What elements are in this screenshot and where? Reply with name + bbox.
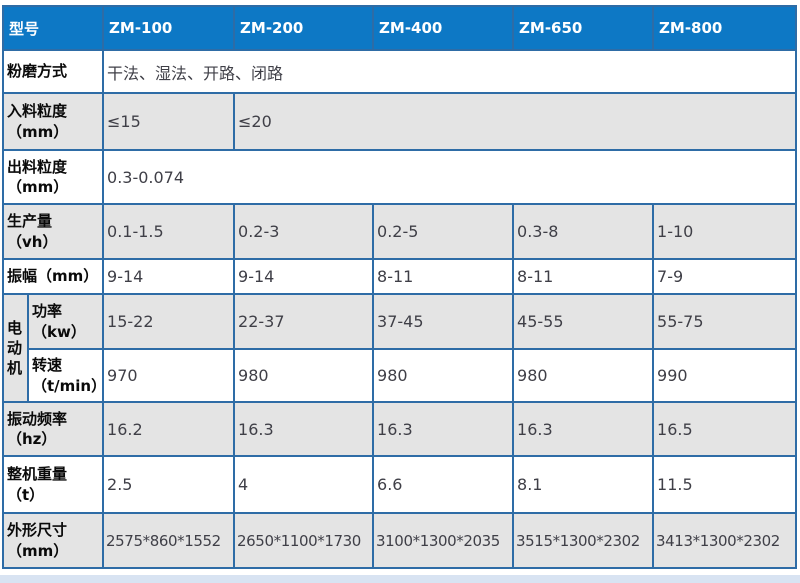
header-model-label: 型号 — [1, 5, 105, 51]
value-cell: 55-75 — [652, 293, 798, 350]
value-cell: 6.6 — [372, 455, 515, 514]
value-cell: 8-11 — [372, 258, 515, 295]
value-cell: 2575*860*1552 — [102, 512, 236, 569]
spec-page: 型号 ZM-100 ZM-200 ZM-400 ZM-650 ZM-800 粉磨… — [0, 5, 800, 583]
header-row: 型号 ZM-100 ZM-200 ZM-400 ZM-650 ZM-800 — [1, 5, 798, 51]
value-cell: 45-55 — [512, 293, 655, 350]
value-cell: 8.1 — [512, 455, 655, 514]
value-cell: 0.3-0.074 — [102, 149, 798, 205]
value-cell: 9-14 — [102, 258, 236, 295]
value-cell: 3413*1300*2302 — [652, 512, 798, 569]
value-cell: 37-45 — [372, 293, 515, 350]
value-cell: 970 — [102, 348, 236, 403]
row-feed-size: 入料粒度 （mm） ≤15 ≤20 — [1, 92, 798, 151]
row-label: 入料粒度 （mm） — [1, 92, 105, 151]
row-label: 转速 （t/min） — [26, 348, 105, 403]
value-cell: 3515*1300*2302 — [512, 512, 655, 569]
value-cell: 16.3 — [512, 401, 655, 457]
value-cell: 16.3 — [233, 401, 375, 457]
value-cell: 2650*1100*1730 — [233, 512, 375, 569]
row-motor-speed: 转速 （t/min） 970 980 980 980 990 — [3, 348, 798, 403]
row-grinding-method: 粉磨方式 干法、湿法、开路、闭路 — [1, 49, 798, 94]
value-cell: 2.5 — [102, 455, 236, 514]
bottom-strip — [0, 575, 800, 583]
value-cell: 0.2-3 — [233, 203, 375, 260]
row-label: 生产量 （vh） — [1, 203, 105, 260]
value-cell: 干法、湿法、开路、闭路 — [102, 49, 798, 94]
value-cell: 16.2 — [102, 401, 236, 457]
row-capacity: 生产量 （vh） 0.1-1.5 0.2-3 0.2-5 0.3-8 1-10 — [1, 203, 798, 260]
row-label: 振动频率 （hz） — [1, 401, 105, 457]
value-cell: 22-37 — [233, 293, 375, 350]
row-dimensions: 外形尺寸 （mm） 2575*860*1552 2650*1100*1730 3… — [1, 512, 798, 569]
header-model-zm650: ZM-650 — [512, 5, 655, 51]
value-cell: 0.2-5 — [372, 203, 515, 260]
value-cell: 0.1-1.5 — [102, 203, 236, 260]
row-discharge-size: 出料粒度 （mm） 0.3-0.074 — [1, 149, 798, 205]
value-cell: 980 — [233, 348, 375, 403]
row-label: 整机重量 （t） — [1, 455, 105, 514]
value-cell: 7-9 — [652, 258, 798, 295]
value-cell: 9-14 — [233, 258, 375, 295]
row-machine-weight: 整机重量 （t） 2.5 4 6.6 8.1 11.5 — [1, 455, 798, 514]
header-model-zm200: ZM-200 — [233, 5, 375, 51]
value-cell: 980 — [372, 348, 515, 403]
value-cell: ≤15 — [102, 92, 236, 151]
row-motor-power: 电 动 机 功率 （kw） 15-22 22-37 37-45 45-55 55… — [2, 293, 798, 403]
value-cell: ≤20 — [233, 92, 798, 151]
row-amplitude: 振幅（mm） 9-14 9-14 8-11 8-11 7-9 — [1, 258, 798, 295]
motor-group-label: 电 动 机 — [2, 293, 29, 403]
row-label: 粉磨方式 — [1, 49, 105, 94]
header-model-zm800: ZM-800 — [652, 5, 798, 51]
header-model-zm400: ZM-400 — [372, 5, 515, 51]
value-cell: 980 — [512, 348, 655, 403]
row-label: 外形尺寸 （mm） — [1, 512, 105, 569]
value-cell: 1-10 — [652, 203, 798, 260]
value-cell: 3100*1300*2035 — [372, 512, 515, 569]
value-cell: 4 — [233, 455, 375, 514]
row-label: 振幅（mm） — [1, 258, 105, 295]
spec-table: 型号 ZM-100 ZM-200 ZM-400 ZM-650 ZM-800 粉磨… — [1, 5, 798, 569]
value-cell: 16.3 — [372, 401, 515, 457]
value-cell: 8-11 — [512, 258, 655, 295]
value-cell: 15-22 — [102, 293, 236, 350]
value-cell: 16.5 — [652, 401, 798, 457]
value-cell: 0.3-8 — [512, 203, 655, 260]
header-model-zm100: ZM-100 — [102, 5, 236, 51]
value-cell: 990 — [652, 348, 798, 403]
row-label: 出料粒度 （mm） — [1, 149, 105, 205]
row-vibration-frequency: 振动频率 （hz） 16.2 16.3 16.3 16.3 16.5 — [1, 401, 798, 457]
row-label: 功率 （kw） — [26, 293, 105, 350]
value-cell: 11.5 — [652, 455, 798, 514]
